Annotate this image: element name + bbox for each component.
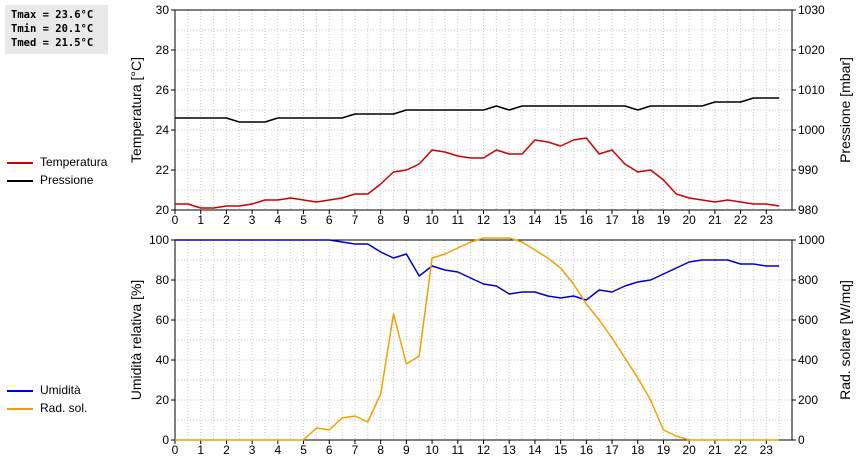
- legend-swatch-pressione: [7, 180, 33, 182]
- chart1-x-tick-label: 15: [554, 213, 568, 227]
- chart2-x-tick-label: 16: [580, 443, 594, 457]
- chart2-x-tick-label: 7: [352, 443, 359, 457]
- chart2-x-tick-label: 19: [657, 443, 671, 457]
- legend-label-umidita: Umidità: [40, 383, 81, 397]
- chart2-ylabel-left: Umidità relativa [%]: [128, 280, 144, 401]
- chart2-x-tick-label: 11: [452, 443, 465, 457]
- chart1-series-temperatura-line: [175, 137, 780, 209]
- legend-swatch-rad-sol: [7, 408, 33, 410]
- chart2-x-tick-label: 0: [172, 443, 179, 457]
- chart1-x-tick-label: 14: [528, 213, 542, 227]
- chart2-ylabel-right: Rad. solare [W/mq]: [837, 280, 853, 400]
- chart1-x-tick-label: 16: [580, 213, 594, 227]
- chart1-yright-tick-label: 1020: [798, 43, 825, 57]
- chart2-x-tick-label: 3: [249, 443, 256, 457]
- chart1-yleft-tick-label: 20: [156, 203, 170, 217]
- chart1-x-tick-label: 2: [223, 213, 230, 227]
- chart1-yright-tick-label: 980: [798, 203, 818, 217]
- chart2-x-tick-label: 1: [197, 443, 204, 457]
- chart1-ylabel-right: Pressione [mbar]: [837, 57, 853, 163]
- chart2-yleft-tick-label: 0: [162, 433, 169, 447]
- chart2-x-tick-label: 6: [326, 443, 333, 457]
- chart2-x-tick-label: 23: [760, 443, 774, 457]
- chart1-yleft-tick-label: 22: [156, 163, 170, 177]
- chart1-x-tick-label: 19: [657, 213, 671, 227]
- chart2-yright-tick-label: 800: [798, 273, 818, 287]
- stats-tmed: Tmed = 21.5°C: [11, 37, 94, 49]
- chart1-yleft-tick-label: 24: [156, 123, 170, 137]
- chart2-x-tick-label: 9: [403, 443, 410, 457]
- chart2-yright-tick-label: 1000: [798, 233, 825, 247]
- legend-swatch-umidita: [7, 390, 33, 392]
- chart2-series-rad-sol-line: [175, 237, 780, 441]
- legend-label-temperatura: Temperatura: [40, 155, 108, 169]
- legend-label-pressione: Pressione: [40, 173, 94, 187]
- chart2-x-tick-label: 5: [300, 443, 307, 457]
- chart2-x-tick-label: 18: [631, 443, 645, 457]
- chart2-x-tick-label: 15: [554, 443, 568, 457]
- chart2-yleft-tick-label: 80: [156, 273, 170, 287]
- chart1-x-tick-label: 18: [631, 213, 645, 227]
- chart1-x-tick-label: 11: [452, 213, 465, 227]
- chart1-x-tick-label: 13: [503, 213, 517, 227]
- chart2-x-tick-label: 8: [377, 443, 384, 457]
- legend-label-rad-sol: Rad. sol.: [40, 401, 88, 415]
- stats-tmax: Tmax = 23.6°C: [11, 9, 94, 21]
- chart1-yright-tick-label: 1030: [798, 3, 825, 17]
- stats-tmin: Tmin = 20.1°C: [11, 23, 94, 35]
- chart1-x-tick-label: 10: [425, 213, 439, 227]
- chart1-x-tick-label: 0: [172, 213, 179, 227]
- chart2-x-tick-label: 10: [425, 443, 439, 457]
- chart2-yleft-tick-label: 20: [156, 393, 170, 407]
- chart1-x-tick-label: 12: [477, 213, 491, 227]
- chart2-x-tick-label: 21: [708, 443, 722, 457]
- chart2-yleft-tick-label: 100: [149, 233, 169, 247]
- chart1-x-tick-label: 4: [274, 213, 281, 227]
- stats-box: Tmax = 23.6°C Tmin = 20.1°C Tmed = 21.5°…: [5, 5, 108, 54]
- chart2-x-tick-label: 13: [503, 443, 517, 457]
- legend-swatch-temperatura: [7, 162, 33, 164]
- chart1-yright-tick-label: 990: [798, 163, 818, 177]
- chart2-x-tick-label: 22: [734, 443, 748, 457]
- chart1-x-tick-label: 21: [708, 213, 722, 227]
- chart1-yleft-tick-label: 30: [156, 3, 170, 17]
- chart2-yleft-tick-label: 60: [156, 313, 170, 327]
- chart2-series-umidit-line: [175, 239, 780, 301]
- chart1-x-tick-label: 6: [326, 213, 333, 227]
- chart1-x-tick-label: 7: [352, 213, 359, 227]
- chart1-ylabel-left: Temperatura [°C]: [128, 57, 144, 163]
- chart2-x-tick-label: 14: [528, 443, 542, 457]
- chart1-yleft-tick-label: 26: [156, 83, 170, 97]
- chart2-x-tick-label: 12: [477, 443, 491, 457]
- chart2-yright-tick-label: 200: [798, 393, 818, 407]
- chart2-x-tick-label: 2: [223, 443, 230, 457]
- chart2-x-tick-label: 17: [605, 443, 619, 457]
- chart2-yright-tick-label: 0: [798, 433, 805, 447]
- chart1-series-pressione-line: [175, 97, 780, 123]
- chart1-yleft-tick-label: 28: [156, 43, 170, 57]
- chart1-x-tick-label: 17: [605, 213, 619, 227]
- chart2-x-tick-label: 20: [682, 443, 696, 457]
- chart1-x-tick-label: 20: [682, 213, 696, 227]
- chart2-yleft-tick-label: 40: [156, 353, 170, 367]
- chart1-yright-tick-label: 1010: [798, 83, 825, 97]
- chart1-x-tick-label: 23: [760, 213, 774, 227]
- chart1-x-tick-label: 8: [377, 213, 384, 227]
- chart1-x-tick-label: 3: [249, 213, 256, 227]
- chart2-x-tick-label: 4: [274, 443, 281, 457]
- chart1-x-tick-label: 9: [403, 213, 410, 227]
- chart2-yright-tick-label: 600: [798, 313, 818, 327]
- chart1-x-tick-label: 22: [734, 213, 748, 227]
- chart2-yright-tick-label: 400: [798, 353, 818, 367]
- chart1-x-tick-label: 5: [300, 213, 307, 227]
- chart1-yright-tick-label: 1000: [798, 123, 825, 137]
- chart1-x-tick-label: 1: [197, 213, 204, 227]
